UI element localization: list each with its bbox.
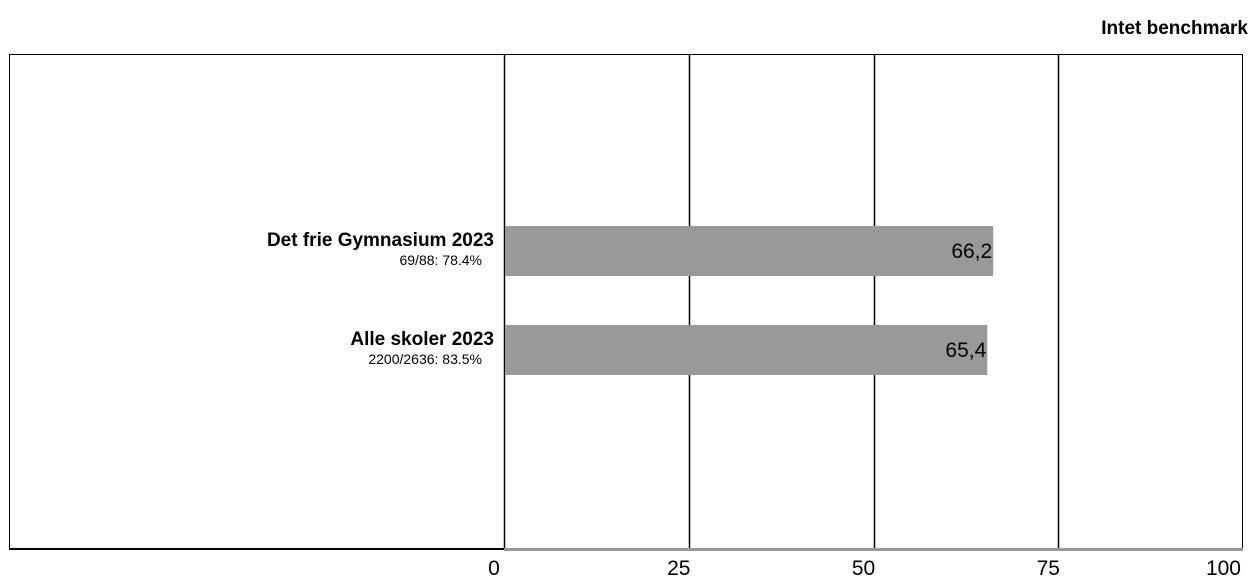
bar-value-label: 66,2 [951,240,992,263]
bar-value-label: 65,4 [945,339,986,362]
x-axis-line [504,548,1243,551]
bar [505,226,994,276]
category-sublabel: 69/88: 78.4% [399,252,482,268]
x-tick-label: 25 [667,557,690,579]
x-tick-label: 0 [488,557,500,579]
x-tick-label: 50 [852,557,875,579]
category-name: Det frie Gymnasium 2023 [266,230,494,251]
bar [505,325,988,375]
benchmark-label: Intet benchmark [1101,18,1248,39]
x-tick-label: 75 [1037,557,1060,579]
category-name: Alle skoler 2023 [350,329,494,350]
chart-baseline [9,548,504,550]
x-tick-label: 100 [1206,557,1241,579]
chart-frame [9,54,1243,548]
category-label-0: Det frie Gymnasium 2023 69/88: 78.4% [267,230,494,269]
category-label-1: Alle skoler 2023 2200/2636: 83.5% [350,329,494,368]
category-sublabel: 2200/2636: 83.5% [368,351,482,367]
